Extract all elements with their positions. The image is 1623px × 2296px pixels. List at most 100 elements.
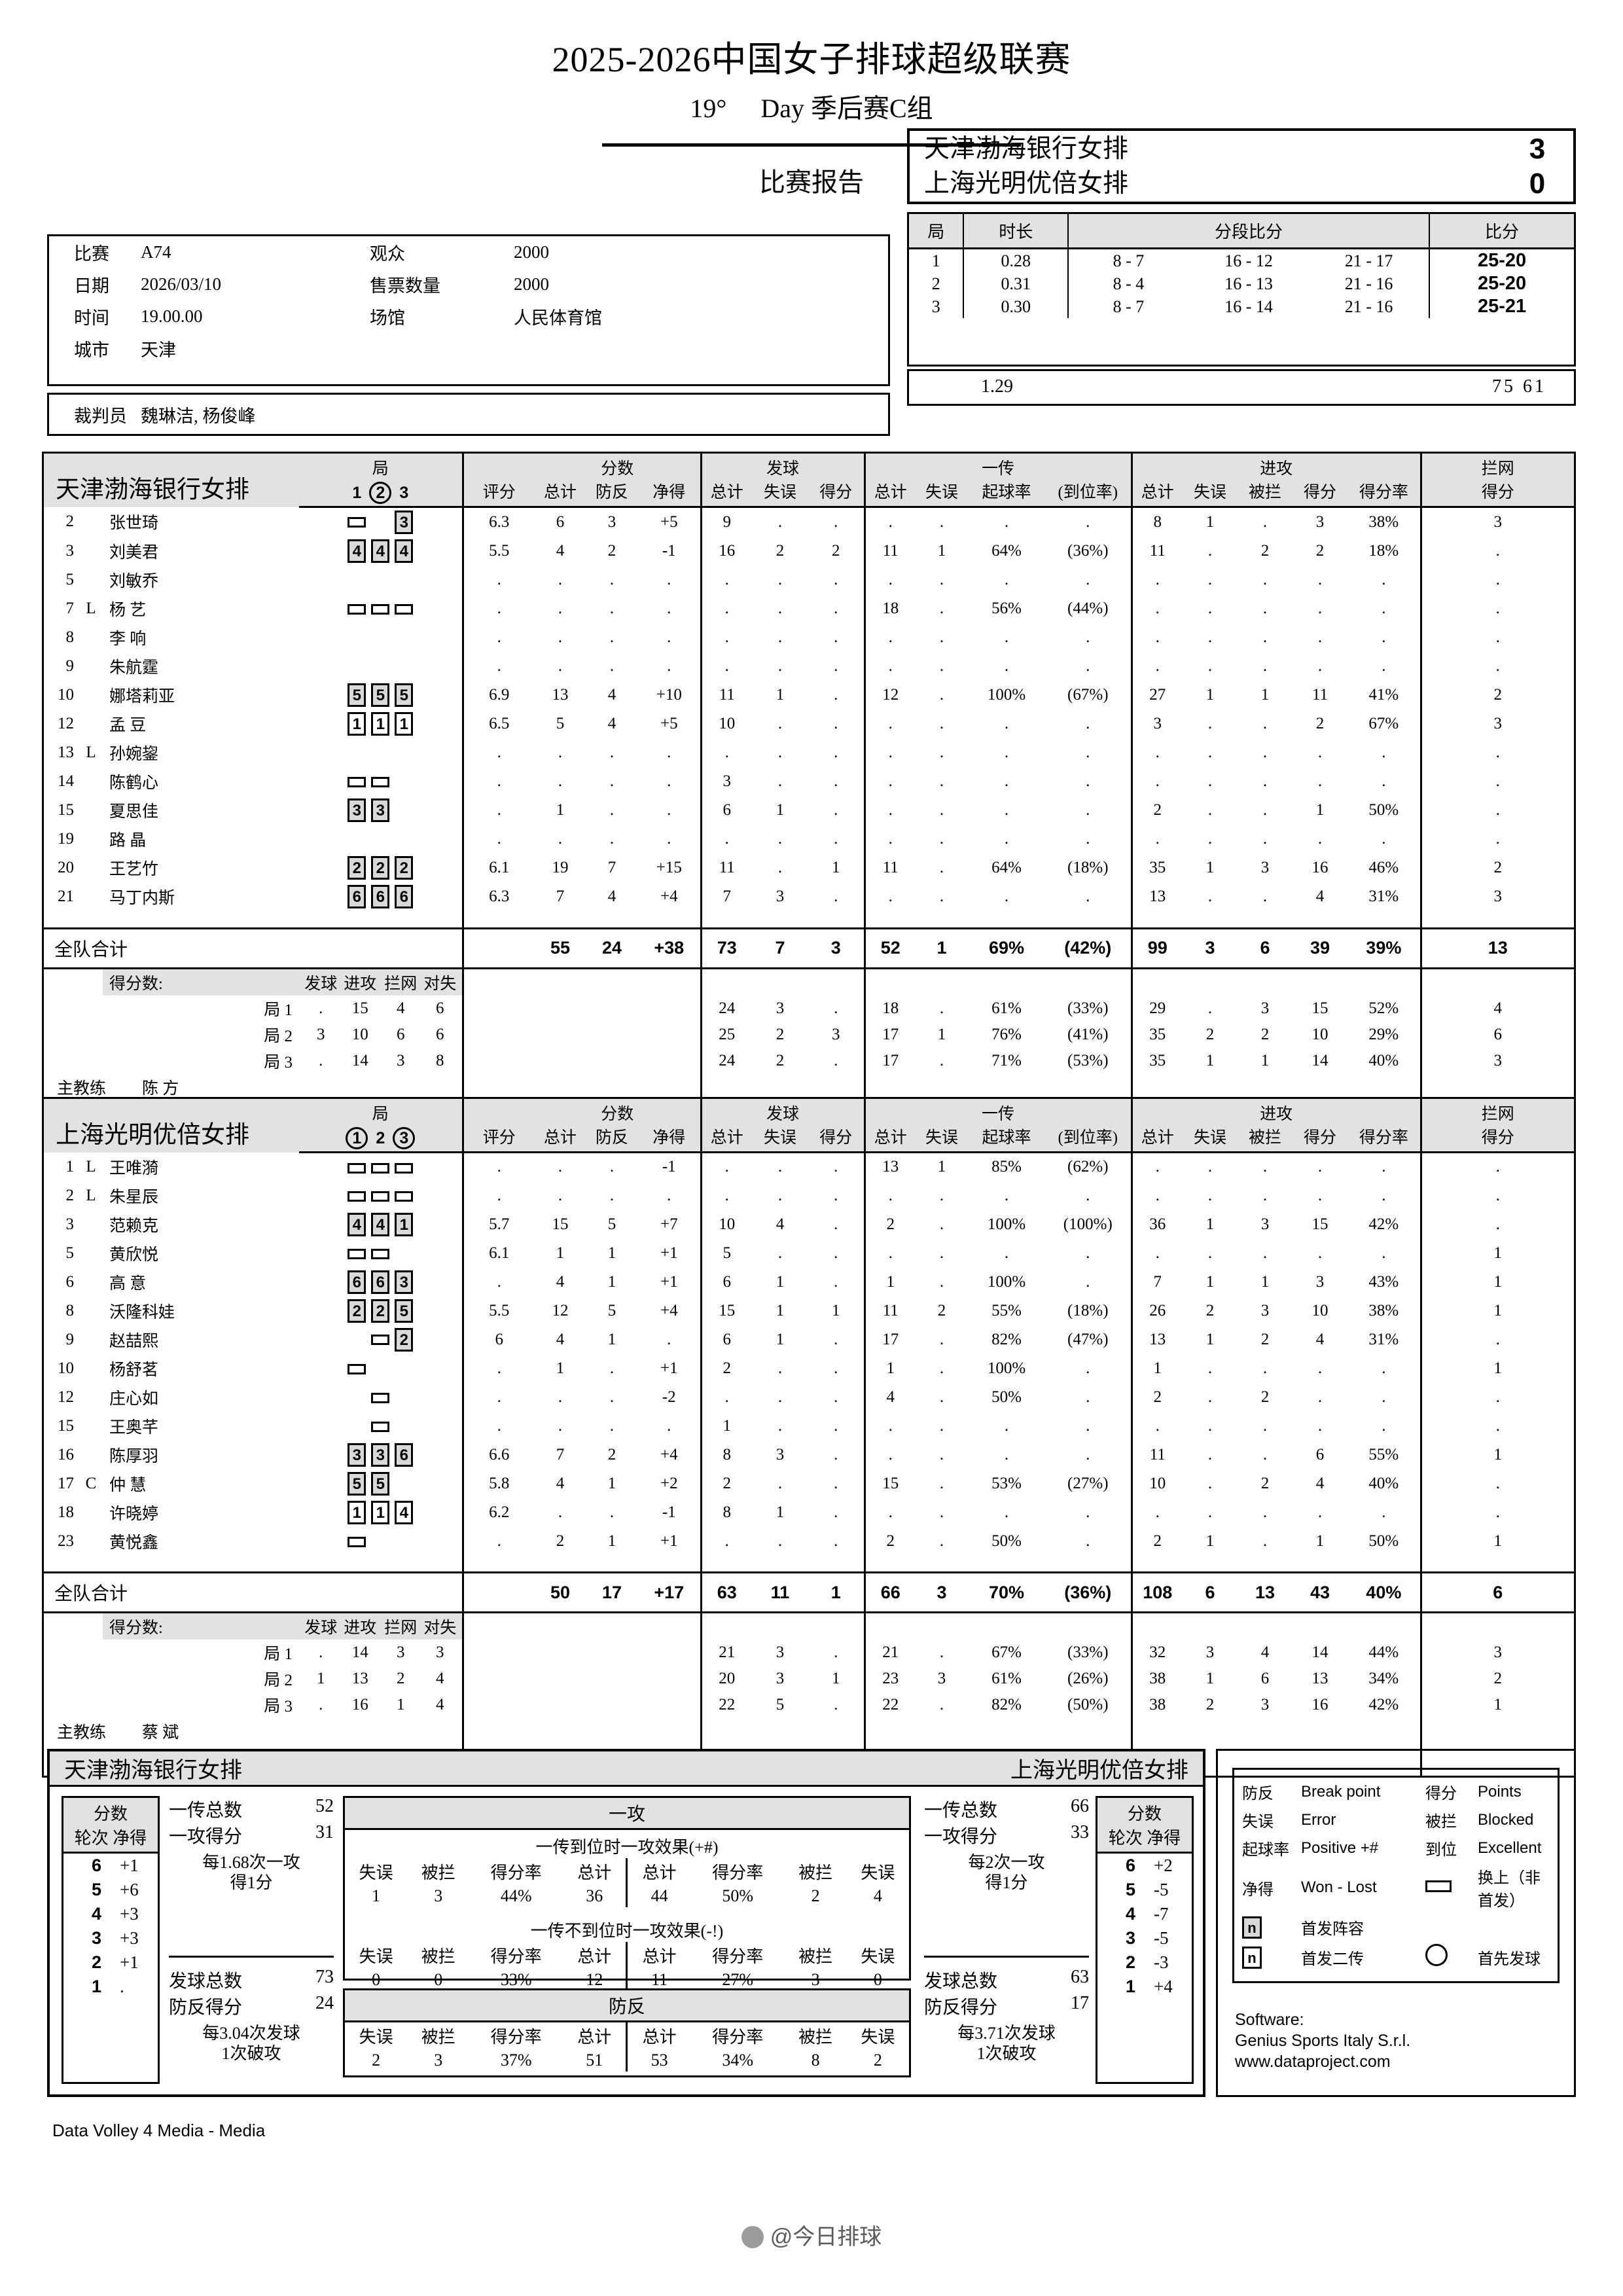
player-serve-points: . bbox=[834, 1330, 838, 1348]
player-serve-total: 8 bbox=[700, 1498, 753, 1527]
player-recept-total: 4 bbox=[863, 1382, 916, 1412]
starter-position-chip: 5 bbox=[371, 1471, 390, 1496]
player-attack-total: . bbox=[1130, 623, 1183, 652]
player-role bbox=[79, 767, 103, 796]
player-serve-total: 10 bbox=[700, 709, 753, 738]
day-word: Day bbox=[760, 94, 804, 123]
player-name: 刘敏乔 bbox=[109, 573, 159, 590]
player-attack-errors: . bbox=[1207, 1474, 1213, 1492]
match-value: A74 bbox=[141, 242, 171, 262]
set-serve-total: 25 bbox=[700, 1021, 753, 1048]
player-row: 10 娜塔莉亚 5 5 5 6.9 13 4 +10 11 1. 12. 100% (67%) 27 1 1 11… bbox=[44, 681, 1574, 709]
player-number: 14 bbox=[58, 772, 74, 790]
set-serve-errors: 3 bbox=[776, 1670, 785, 1687]
player-attack-errors: . bbox=[1207, 888, 1213, 905]
set-breakdown-row: 局 2 3 10 6 6 25 2 3 17 1 76% (41%) 35 2 2 10 29% 6 bbox=[44, 1021, 1574, 1048]
player-serve-total: 11 bbox=[700, 681, 753, 709]
attack-group-header: 进攻 bbox=[1130, 1099, 1421, 1124]
player-attack-points: . bbox=[1317, 744, 1323, 761]
home-recept-total: 52 bbox=[315, 1796, 334, 1816]
player-attack-points: . bbox=[1317, 657, 1323, 675]
set-recept-total: 17 bbox=[863, 1047, 916, 1074]
player-points-net: +1 bbox=[660, 1244, 678, 1262]
player-serve-points: . bbox=[834, 1215, 838, 1233]
player-name: 范赖克 bbox=[109, 1217, 159, 1235]
set-attack-errors: 1 bbox=[1205, 1670, 1215, 1687]
rotation-number: 1 bbox=[1125, 1977, 1135, 1996]
player-rating: 6.9 bbox=[461, 681, 535, 709]
player-name: 庄心如 bbox=[109, 1390, 159, 1408]
away-team-stats-table: 上海光明优倍女排局分数 发球 一传 进攻 拦网 1 2 3 评分 总计 防反 净得 总计 失误 得分 总计 失误… bbox=[42, 1097, 1576, 1778]
player-recept-positive: 50% bbox=[991, 1388, 1022, 1406]
player-rating: 5.5 bbox=[461, 1296, 535, 1325]
setter-position-chip: 4 bbox=[395, 1500, 414, 1524]
player-serve-errors: . bbox=[777, 1388, 783, 1406]
starter-position-chip: 2 bbox=[395, 856, 414, 880]
player-points-bp: . bbox=[609, 1416, 615, 1435]
player-name: 杨舒茗 bbox=[109, 1361, 159, 1379]
player-recept-errors: . bbox=[939, 772, 944, 790]
col-serve-errors: 失误 bbox=[752, 479, 809, 508]
player-attack-eff: . bbox=[1382, 1416, 1386, 1435]
player-points-total: . bbox=[558, 657, 563, 675]
player-name: 沃隆科娃 bbox=[109, 1303, 175, 1321]
panel-val-left-3: 12 bbox=[586, 1970, 603, 1989]
set-breakdown-points-by: . 14 3 8 bbox=[319, 1051, 444, 1069]
player-points-bp: 2 bbox=[607, 542, 616, 560]
starter-position-chip: 4 bbox=[371, 539, 390, 563]
player-points-bp: . bbox=[609, 830, 615, 848]
legend-en-left: Error bbox=[1301, 1810, 1336, 1829]
player-points-net: . bbox=[667, 744, 671, 761]
set-slot bbox=[368, 772, 392, 791]
player-recept-positive: . bbox=[1004, 772, 1009, 790]
legend-row: n 首发阵容 bbox=[1241, 1913, 1551, 1941]
player-points-bp: . bbox=[609, 571, 615, 588]
player-points-total: 19 bbox=[552, 859, 569, 876]
player-attack-blocked: . bbox=[1262, 513, 1268, 531]
set-recept-positive: 61% bbox=[991, 999, 1022, 1017]
set-attack-blocked: 2 bbox=[1260, 1025, 1270, 1043]
panel-col-left-1: 被拦 bbox=[421, 1863, 455, 1882]
rotation-row: 4 -7 bbox=[1097, 1902, 1192, 1926]
player-recept-errors: . bbox=[939, 571, 944, 588]
player-block-points: . bbox=[1419, 796, 1574, 825]
player-attack-errors: . bbox=[1207, 657, 1213, 675]
player-attack-errors: . bbox=[1207, 1186, 1213, 1204]
team-serve-total: 73 bbox=[700, 928, 753, 968]
player-recept-positive: . bbox=[1004, 1416, 1009, 1435]
player-role bbox=[79, 825, 103, 853]
player-name: 许晓婷 bbox=[109, 1505, 159, 1523]
set-slot: 3 bbox=[345, 798, 368, 822]
player-recept-total: . bbox=[863, 623, 916, 652]
set-attack-errors: 2 bbox=[1205, 1696, 1215, 1713]
player-serve-errors: 2 bbox=[776, 542, 785, 560]
panel-col-right-3: 失误 bbox=[861, 1863, 895, 1882]
player-serve-points: . bbox=[834, 1186, 838, 1204]
away-bp-label: 防反得分 bbox=[924, 1998, 998, 2018]
panel-col-left-1: 被拦 bbox=[421, 2028, 455, 2047]
panel-col-left-2: 得分率 bbox=[490, 1863, 542, 1882]
panel-val-right-1: 50% bbox=[722, 1886, 754, 1905]
player-serve-total: 2 bbox=[700, 1354, 753, 1383]
player-row: 5 黄欣悦 6.1 1 1 +1 5........... 1 bbox=[44, 1238, 1574, 1268]
player-block-points: 3 bbox=[1419, 709, 1574, 738]
player-attack-points: 15 bbox=[1311, 1215, 1329, 1233]
player-block-points: . bbox=[1419, 1411, 1574, 1441]
player-role bbox=[79, 1354, 103, 1383]
starter-position-chip: 3 bbox=[395, 511, 414, 534]
player-attack-eff: 38% bbox=[1368, 1301, 1399, 1319]
software-url[interactable]: www.dataproject.com bbox=[1235, 2053, 1391, 2071]
summary-box: 天津渤海银行女排 上海光明优倍女排 分数 轮次 净得 6 +1 5 +6 4 +3 3 +3 2… bbox=[47, 1749, 1205, 2097]
player-points-net: +1 bbox=[660, 1272, 678, 1291]
set-recept-total: 21 bbox=[863, 1640, 916, 1666]
rotation-net: -5 bbox=[1154, 1880, 1169, 1899]
sideout-panel-title: 一攻 bbox=[345, 1798, 909, 1830]
substitute-marker bbox=[348, 1191, 366, 1202]
player-attack-points: 4 bbox=[1315, 1330, 1325, 1348]
legend-serve-first-label: 首先发球 bbox=[1478, 1951, 1541, 1968]
player-row: 14 陈鹤心.... 3............ bbox=[44, 767, 1574, 796]
player-attack-total: . bbox=[1130, 767, 1183, 796]
player-set-participation bbox=[299, 652, 463, 681]
player-points-bp: 4 bbox=[607, 888, 616, 905]
player-rating: . bbox=[461, 1382, 535, 1412]
